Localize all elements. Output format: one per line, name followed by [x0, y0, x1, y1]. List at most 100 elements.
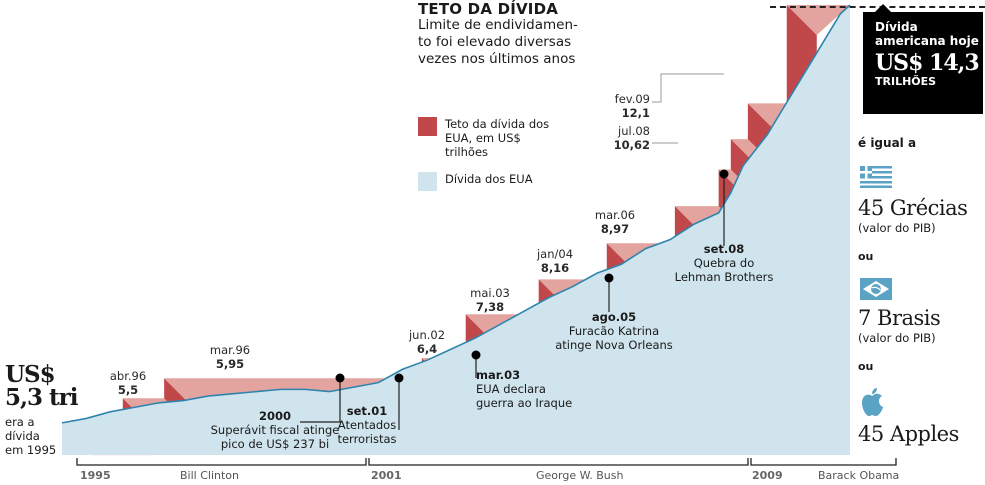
event-annotation: set.01 Atentados terroristas — [335, 404, 399, 446]
comparison-apple: 45 Apples — [858, 422, 959, 446]
event-text: Furacão Katrina — [568, 324, 660, 338]
comparison-brazil-note: (valor do PIB) — [858, 331, 936, 345]
step-date: jun.02 — [408, 328, 446, 342]
ceiling-step-label: mar.96 5,95 — [200, 343, 260, 371]
subtitle-line: to foi elevado diversas — [418, 34, 572, 50]
callout-label: Dívida — [875, 20, 918, 34]
era-year-2009: 2009 — [752, 469, 783, 482]
ceiling-step-label: jan/04 8,16 — [525, 247, 585, 275]
event-date: set.08 — [703, 242, 745, 256]
or-label: ou — [858, 360, 874, 373]
era-president-obama: Barack Obama — [818, 469, 900, 482]
legend-swatch-ceiling — [418, 117, 437, 136]
ceiling-step-label: jul.08 10,62 — [600, 124, 650, 152]
legend-item-debt: Dívida dos EUA — [418, 172, 565, 191]
event-annotation: mar.03 EUA declara guerra ao Iraque — [476, 368, 586, 410]
legend-line: Teto da dívida dos — [445, 117, 550, 131]
legend-label: Teto da dívida dos EUA, em US$ trilhões — [445, 117, 565, 159]
comparison-intro: é igual a — [858, 136, 917, 150]
event-text: guerra ao Iraque — [476, 396, 573, 410]
step-date: jan/04 — [536, 247, 574, 261]
ceiling-step-label: mai.03 7,38 — [460, 286, 520, 314]
start-note-line: em 1995 — [5, 443, 57, 457]
event-marker-dot — [471, 350, 481, 360]
event-text: EUA declara — [476, 382, 546, 396]
event-text: Superávit fiscal atinge — [210, 423, 340, 437]
event-marker-dot — [335, 373, 345, 383]
event-text: Lehman Brothers — [674, 270, 774, 284]
apple-logo-icon — [862, 388, 883, 416]
step-value: 10,62 — [613, 138, 650, 152]
event-marker-dot — [604, 273, 614, 283]
ceiling-step-label: jun.02 6,4 — [402, 328, 452, 356]
event-annotation: ago.05 Furacão Katrina atinge Nova Orleans — [549, 310, 679, 352]
step-value: 5,5 — [117, 383, 139, 397]
start-value: US$ 5,3 tri — [5, 361, 79, 411]
comparison-greece: 45 Grécias — [858, 196, 968, 220]
event-date: 2000 — [258, 409, 291, 423]
step-value: 12,1 — [621, 106, 650, 120]
event-markers — [300, 73, 729, 430]
event-annotation: set.08 Quebra do Lehman Brothers — [664, 242, 784, 284]
brazil-flag-icon — [860, 278, 892, 300]
chart-title: TETO DA DÍVIDA — [418, 0, 559, 18]
subtitle-line: Limite de endividamen- — [418, 17, 578, 33]
event-text: terroristas — [337, 432, 397, 446]
comparison-brazil: 7 Brasis — [858, 306, 941, 330]
legend-item-ceiling: Teto da dívida dos EUA, em US$ trilhões — [418, 117, 565, 159]
step-date: fev.09 — [614, 92, 650, 106]
start-value-currency: US$ — [5, 361, 56, 388]
event-annotation: 2000 Superávit fiscal atinge pico de US$ 2… — [205, 409, 345, 451]
event-marker-dot — [719, 169, 729, 179]
era-bracket — [368, 458, 749, 466]
legend-swatch-debt — [418, 172, 437, 191]
debt-line — [61, 4, 851, 424]
ceiling-step-top — [786, 5, 850, 35]
era-president-clinton: Bill Clinton — [180, 469, 239, 482]
step-value: 8,97 — [600, 222, 630, 236]
step-value: 8,16 — [540, 261, 570, 275]
era-president-bush: George W. Bush — [536, 469, 624, 482]
event-text: pico de US$ 237 bi — [220, 437, 330, 451]
step-value: 5,95 — [215, 357, 245, 371]
event-text: Quebra do — [693, 256, 755, 270]
start-value-amount: 5,3 tri — [5, 384, 79, 411]
step-date: mar.06 — [594, 208, 636, 222]
debt-area-fill — [62, 5, 850, 455]
ceiling-step-label: mar.06 8,97 — [585, 208, 645, 236]
step-date: abr.96 — [109, 369, 147, 383]
callout-amount: US$ 14,3 — [875, 50, 980, 76]
event-text: atinge Nova Orleans — [555, 338, 673, 352]
era-bracket — [750, 458, 897, 466]
event-marker-dot — [394, 373, 404, 383]
callout-unit: TRILHÕES — [875, 75, 937, 88]
step-leader-line — [652, 73, 724, 103]
step-date: mar.96 — [209, 343, 251, 357]
era-year-2001: 2001 — [371, 469, 402, 482]
start-note: era a dívida em 1995 — [5, 415, 65, 457]
callout-label: americana hoje — [875, 34, 979, 48]
ceiling-step-label: abr.96 5,5 — [98, 369, 158, 397]
event-date: mar.03 — [476, 368, 521, 382]
chart-subtitle: Limite de endividamen- to foi elevado di… — [418, 17, 608, 68]
event-date: ago.05 — [591, 310, 637, 324]
debt-area — [61, 4, 851, 455]
legend-line: trilhões — [445, 145, 489, 159]
era-bracket — [76, 458, 367, 466]
era-year-1995: 1995 — [80, 469, 111, 482]
step-date: mai.03 — [470, 286, 510, 300]
callout-pointer — [875, 4, 891, 12]
greece-flag-icon — [860, 166, 892, 188]
step-date: jul.08 — [618, 124, 650, 138]
event-text: Atentados — [337, 418, 397, 432]
subtitle-line: vezes nos últimos anos — [418, 51, 576, 67]
or-label: ou — [858, 250, 874, 263]
current-debt-callout: Dívida americana hoje US$ 14,3 TRILHÕES — [863, 4, 983, 114]
ceiling-step-label: fev.09 12,1 — [602, 92, 650, 120]
comparison-greece-note: (valor do PIB) — [858, 221, 936, 235]
legend-line: EUA, em US$ — [445, 131, 521, 145]
event-marker-line — [300, 378, 341, 423]
step-value: 6,4 — [416, 342, 438, 356]
event-date: set.01 — [346, 404, 388, 418]
